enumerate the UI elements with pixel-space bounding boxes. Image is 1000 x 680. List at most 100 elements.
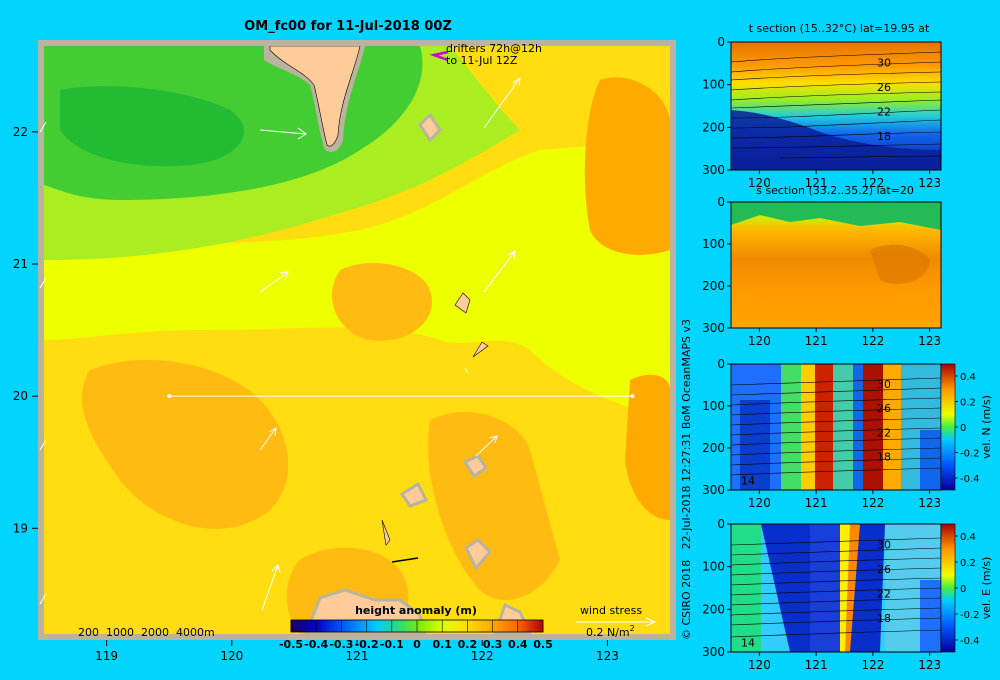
veln-band <box>883 364 901 490</box>
veln-contour-labels: 30 26 22 18 14 <box>741 378 891 488</box>
veln-colorbar-tick-label: 0.2 <box>960 398 976 409</box>
vele-x-ticks: 120 121 122 123 <box>748 652 941 672</box>
vele-colorbar-tick-label: 0 <box>960 584 966 595</box>
vele-colorbar <box>940 523 956 653</box>
map-x-tick-label: 123 <box>596 649 619 663</box>
field-orange-e <box>625 374 670 520</box>
s-x-tick-label: 121 <box>805 334 828 348</box>
veln-colorbar-ticks: 0.4 0.2 0 -0.2 -0.4 <box>955 372 980 485</box>
t-y-ticks: 0 100 200 300 <box>702 35 731 177</box>
s-y-tick-label: 200 <box>702 279 725 293</box>
veln-colorbar-label: vel. N (m/s) <box>980 395 993 459</box>
t-y-tick-label: 200 <box>702 120 725 134</box>
t-x-ticks: 120 121 122 123 <box>748 170 941 190</box>
veln-band <box>801 364 815 490</box>
vele-y-tick-label: 200 <box>702 602 725 616</box>
drifter-note-line2: to 11-Jul 12Z <box>446 54 518 67</box>
veln-colorbar-tick-label: 0 <box>960 423 966 434</box>
veln-band <box>781 364 801 490</box>
veln-x-tick-label: 123 <box>918 496 941 510</box>
veln-y-tick-label: 100 <box>702 399 725 413</box>
vele-x-tick-label: 121 <box>805 658 828 672</box>
s-frame <box>730 201 942 329</box>
section-line-start <box>167 394 172 399</box>
veln-band <box>833 364 853 490</box>
veln-y-tick-label: 300 <box>702 483 725 497</box>
colorbar-tick-label: -0.5 <box>279 638 303 651</box>
veln-colorbar-tick-label: -0.4 <box>960 474 980 485</box>
colorbar-tick-label: -0.2 <box>355 638 379 651</box>
section-line-end <box>630 394 635 399</box>
colorbar-tick-label: 0.1 <box>432 638 452 651</box>
veln-x-tick-label: 121 <box>805 496 828 510</box>
vele-band <box>731 524 761 652</box>
t-contours <box>731 51 941 159</box>
t-contour-label: 22 <box>877 105 891 118</box>
veln-contour-label: 26 <box>877 402 891 415</box>
map-y-tick-label: 20 <box>13 389 28 403</box>
s-y-tick-label: 100 <box>702 237 725 251</box>
colorbar-tick-label: -0.3 <box>329 638 353 651</box>
veln-x-tick-label: 120 <box>748 496 771 510</box>
vele-contours <box>731 537 941 638</box>
t-section-title: t section (15..32°C) lat=19.95 at <box>749 22 930 35</box>
depth-legend: 200 1000 2000 4000m <box>78 626 215 639</box>
veln-band <box>853 364 863 490</box>
vele-band <box>810 524 840 652</box>
map-x-tick-label: 122 <box>471 649 494 663</box>
vele-band <box>920 580 941 652</box>
map-y-ticks: 19 20 21 22 <box>13 125 38 535</box>
wind-vectors <box>39 76 521 611</box>
s-fresh-layer <box>731 202 941 230</box>
colorbar-tick-label: 0 <box>413 638 421 651</box>
vele-contour-label: 30 <box>877 538 891 551</box>
vele-colorbar-tick-label: -0.4 <box>960 636 980 647</box>
t-section-panel: 30 26 22 18 120 121 122 123 0 100 200 300 <box>702 35 942 190</box>
section-line <box>167 394 635 399</box>
t-frame <box>730 41 942 171</box>
t-contour-label: 30 <box>877 56 891 69</box>
veln-colorbar <box>940 363 956 491</box>
vele-y-tick-label: 0 <box>717 517 725 531</box>
wind-arrow <box>261 564 281 611</box>
veln-colorbar-tick-label: -0.2 <box>960 449 980 460</box>
colorbar-tick-label: 0.4 <box>508 638 528 651</box>
land-islet-7 <box>464 538 493 571</box>
veln-band <box>740 400 770 490</box>
t-contour-label: 26 <box>877 81 891 94</box>
colorbar-tick-label: -0.1 <box>380 638 404 651</box>
s-section-title: s section (33.2..35.2) lat=20 <box>756 184 914 197</box>
map-x-tick-label: 121 <box>346 649 369 663</box>
veln-contour-label: 22 <box>877 426 891 439</box>
map-y-tick-label: 19 <box>13 521 28 535</box>
colorbar-tick-label: 0.5 <box>533 638 553 651</box>
land-taiwan <box>269 46 361 147</box>
field-orange-ne <box>584 77 670 255</box>
vele-band <box>840 524 850 652</box>
land-islet-8 <box>391 557 419 563</box>
vele-x-tick-label: 122 <box>861 658 884 672</box>
field-green-dark <box>60 86 245 167</box>
colorbar-tick-label: -0.4 <box>304 638 328 651</box>
vele-contour-label: 22 <box>877 587 891 600</box>
map-y-tick-label: 21 <box>13 257 28 271</box>
t-x-tick-label: 121 <box>805 176 828 190</box>
wind-arrow <box>483 76 521 129</box>
t-x-tick-label: 123 <box>918 176 941 190</box>
land-islet-3 <box>472 341 489 358</box>
s-x-ticks: 120 121 122 123 <box>748 328 941 348</box>
drifter-marker <box>429 50 449 62</box>
veln-x-tick-label: 122 <box>861 496 884 510</box>
map-y-tick-label: 22 <box>13 125 28 139</box>
drifter-note-line1: drifters 72h@12h <box>446 42 542 55</box>
map-title: OM_fc00 for 11-Jul-2018 00Z <box>244 19 452 34</box>
wind-arrow <box>483 250 516 293</box>
t-y-tick-label: 0 <box>717 35 725 49</box>
land-islet-4 <box>462 454 489 479</box>
vele-colorbar-tick-label: 0.2 <box>960 558 976 569</box>
wind-arrow <box>259 127 307 140</box>
s-y-tick-label: 300 <box>702 321 725 335</box>
